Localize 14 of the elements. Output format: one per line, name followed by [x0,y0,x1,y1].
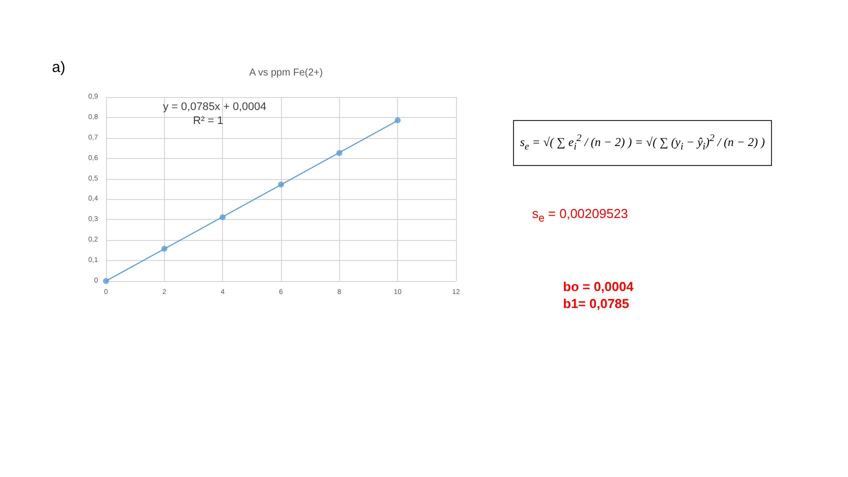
text: s$_{e}$ = 0,00209523 [532,206,628,226]
text: s$_{e}$ = √( ∑ e$_{i}$$^{2}$ / (n − 2) ) = √( ∑ (y$_{i}$ − ŷ$_{i}$)$^{2}$ / (n − 2) ) [520,133,765,152]
point [161,246,168,252]
point [336,150,342,156]
point [278,182,284,188]
point [220,214,226,220]
annotation: y = 0,0785x + 0,0004 [163,101,266,114]
text: bo = 0,0004 [563,279,634,295]
point [394,117,401,124]
annotation: R² = 1 [193,115,224,128]
text: b1= 0,0785 [563,296,630,312]
chart-title: A vs ppm Fe(2+) [249,68,323,78]
point [103,278,109,284]
text: a) [52,59,66,77]
